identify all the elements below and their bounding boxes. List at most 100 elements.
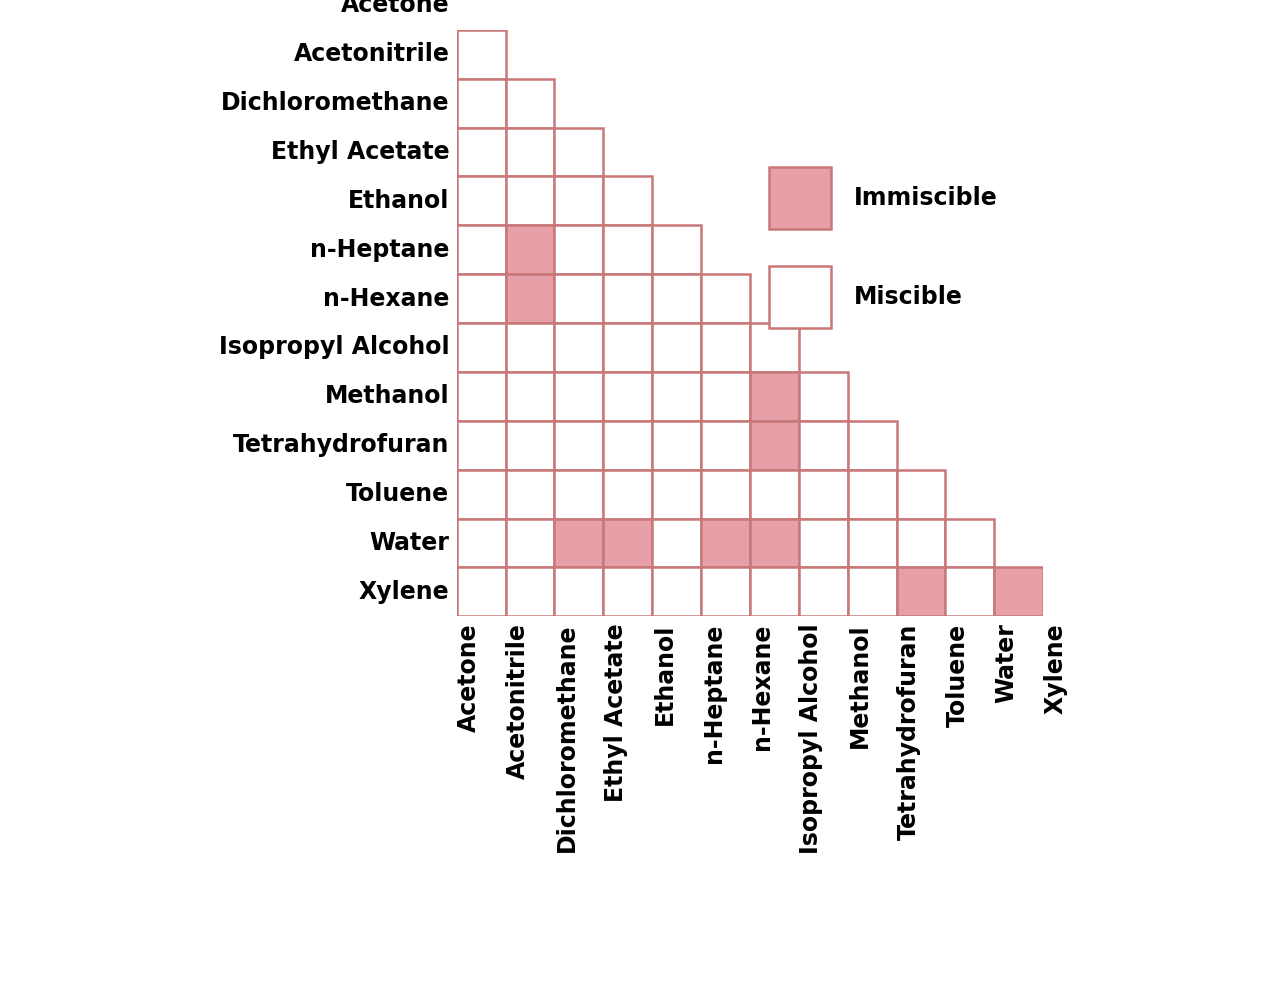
Bar bbox=[701, 323, 750, 372]
Bar bbox=[555, 568, 604, 616]
Bar bbox=[847, 519, 896, 568]
Bar bbox=[505, 372, 555, 420]
Text: Isopropyl Alcohol: Isopropyl Alcohol bbox=[219, 336, 450, 360]
Bar bbox=[653, 568, 701, 616]
Text: Miscible: Miscible bbox=[854, 285, 963, 309]
Text: Water: Water bbox=[995, 623, 1019, 704]
Bar bbox=[701, 519, 750, 568]
Bar bbox=[456, 469, 505, 519]
Bar bbox=[799, 568, 847, 616]
Text: n-Hexane: n-Hexane bbox=[750, 623, 774, 750]
Bar bbox=[604, 323, 653, 372]
Bar bbox=[945, 519, 995, 568]
Bar bbox=[555, 177, 604, 226]
Text: Dichloromethane: Dichloromethane bbox=[555, 623, 579, 852]
Bar bbox=[701, 469, 750, 519]
Bar bbox=[505, 127, 555, 177]
Bar bbox=[456, 372, 505, 420]
Bar bbox=[896, 519, 945, 568]
Text: Isopropyl Alcohol: Isopropyl Alcohol bbox=[799, 623, 823, 854]
Bar bbox=[653, 274, 701, 323]
Text: Ethanol: Ethanol bbox=[347, 189, 450, 213]
Bar bbox=[896, 469, 945, 519]
Bar bbox=[701, 274, 750, 323]
Bar bbox=[505, 274, 555, 323]
Bar bbox=[505, 323, 555, 372]
Bar bbox=[555, 469, 604, 519]
Bar bbox=[604, 469, 653, 519]
Bar bbox=[456, 420, 505, 469]
Bar bbox=[701, 372, 750, 420]
Text: Ethyl Acetate: Ethyl Acetate bbox=[271, 140, 450, 164]
Bar bbox=[604, 274, 653, 323]
Text: Acetonitrile: Acetonitrile bbox=[294, 43, 450, 67]
Bar bbox=[750, 568, 799, 616]
Bar bbox=[505, 177, 555, 226]
Text: Ethanol: Ethanol bbox=[653, 623, 677, 725]
Bar bbox=[456, 519, 505, 568]
Text: n-Heptane: n-Heptane bbox=[310, 238, 450, 261]
Bar bbox=[456, 323, 505, 372]
Bar bbox=[555, 420, 604, 469]
Bar bbox=[604, 177, 653, 226]
Bar bbox=[505, 469, 555, 519]
Text: Immiscible: Immiscible bbox=[854, 186, 997, 210]
Bar bbox=[945, 568, 995, 616]
Bar bbox=[604, 568, 653, 616]
Bar bbox=[799, 420, 847, 469]
Bar bbox=[456, 127, 505, 177]
Bar bbox=[456, 274, 505, 323]
Bar bbox=[505, 568, 555, 616]
Text: Ethyl Acetate: Ethyl Acetate bbox=[604, 623, 628, 802]
Text: Methanol: Methanol bbox=[324, 385, 450, 409]
Bar bbox=[799, 372, 847, 420]
Bar bbox=[604, 519, 653, 568]
Bar bbox=[604, 420, 653, 469]
Bar bbox=[653, 372, 701, 420]
Bar bbox=[555, 519, 604, 568]
Bar bbox=[505, 420, 555, 469]
Text: Water: Water bbox=[369, 531, 450, 555]
Bar bbox=[555, 323, 604, 372]
Bar bbox=[555, 127, 604, 177]
Bar bbox=[701, 568, 750, 616]
Bar bbox=[555, 372, 604, 420]
Text: Methanol: Methanol bbox=[849, 623, 872, 748]
Bar bbox=[750, 519, 799, 568]
Bar bbox=[847, 469, 896, 519]
Text: Dichloromethane: Dichloromethane bbox=[221, 91, 450, 115]
Bar bbox=[750, 323, 799, 372]
Text: Xylene: Xylene bbox=[359, 580, 450, 603]
Bar bbox=[505, 226, 555, 274]
Bar bbox=[653, 469, 701, 519]
Bar bbox=[750, 469, 799, 519]
Text: Xylene: Xylene bbox=[1044, 623, 1068, 715]
Text: Toluene: Toluene bbox=[946, 623, 970, 727]
Bar bbox=[701, 420, 750, 469]
Bar bbox=[653, 323, 701, 372]
Bar bbox=[847, 568, 896, 616]
Text: n-Hexane: n-Hexane bbox=[323, 286, 450, 310]
Bar bbox=[750, 420, 799, 469]
Text: Toluene: Toluene bbox=[346, 482, 450, 506]
Bar bbox=[505, 79, 555, 127]
Text: Tetrahydrofuran: Tetrahydrofuran bbox=[897, 623, 920, 840]
Bar bbox=[456, 79, 505, 127]
Bar bbox=[653, 519, 701, 568]
Bar bbox=[456, 30, 505, 79]
Bar bbox=[604, 372, 653, 420]
Text: Acetonitrile: Acetonitrile bbox=[506, 623, 529, 779]
Bar bbox=[896, 568, 945, 616]
Bar bbox=[456, 177, 505, 226]
Bar bbox=[456, 226, 505, 274]
Bar bbox=[456, 568, 505, 616]
Bar bbox=[847, 420, 896, 469]
Bar bbox=[799, 469, 847, 519]
Text: Acetone: Acetone bbox=[458, 623, 481, 733]
Bar bbox=[653, 420, 701, 469]
Bar bbox=[505, 519, 555, 568]
Text: Acetone: Acetone bbox=[341, 0, 450, 17]
Bar bbox=[995, 568, 1044, 616]
Text: n-Heptane: n-Heptane bbox=[701, 623, 726, 763]
Text: Tetrahydrofuran: Tetrahydrofuran bbox=[233, 433, 450, 457]
